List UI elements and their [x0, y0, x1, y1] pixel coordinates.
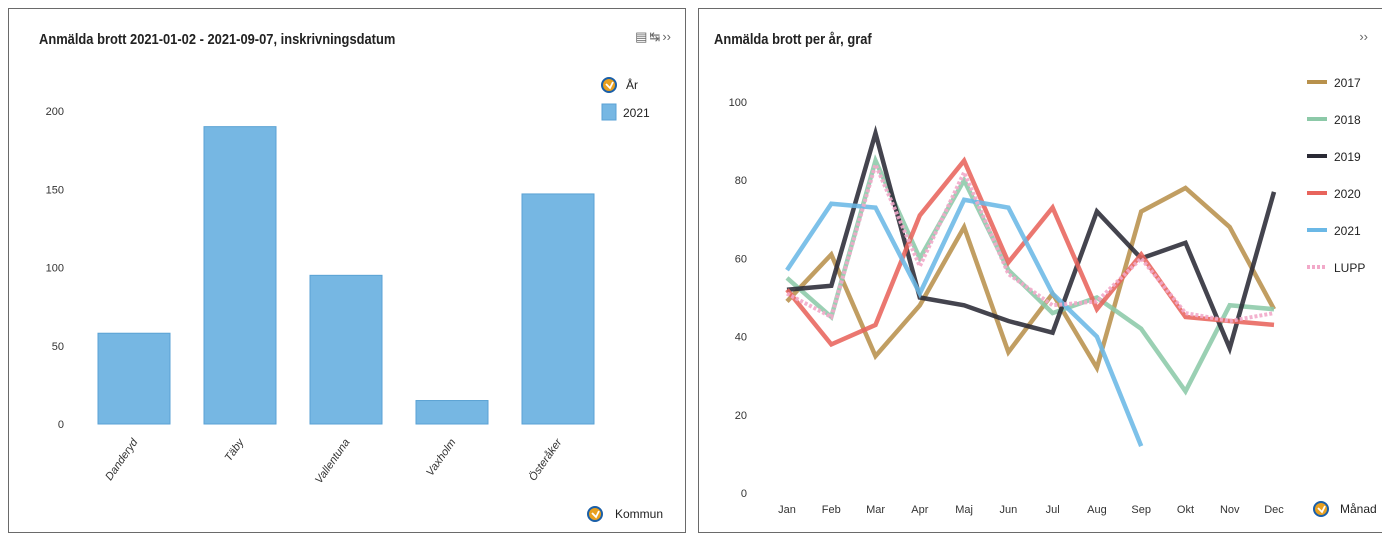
bar — [309, 274, 383, 425]
x-axis-name: Kommun — [615, 507, 663, 521]
legend-swatch-2021 — [601, 103, 617, 121]
y-tick-label: 80 — [735, 175, 747, 187]
expand-icon[interactable]: ›› — [662, 29, 671, 44]
legend-label-2021: 2021 — [623, 106, 650, 120]
legend-header: År — [626, 77, 638, 92]
x-tick-label: Danderyd — [103, 436, 141, 483]
x-tick-label: Vallentuna — [313, 437, 352, 486]
expand-icon[interactable]: ›› — [1359, 29, 1368, 44]
x-tick-label: Dec — [1264, 504, 1284, 516]
x-tick-label: Okt — [1177, 504, 1194, 516]
series-line-2019 — [786, 124, 1277, 356]
line-chart-toolbar: ›› — [1357, 29, 1368, 44]
bar-chart-title: Anmälda brott 2021-01-02 - 2021-09-07, i… — [39, 31, 396, 48]
x-axis-refresh-icon[interactable] — [587, 506, 603, 522]
export-icon[interactable]: ↹ — [649, 29, 661, 44]
print-icon[interactable]: ▤ — [635, 29, 648, 44]
x-tick-label: Aug — [1087, 504, 1107, 516]
line-chart-title: Anmälda brott per år, graf — [714, 31, 872, 48]
legend-refresh-icon[interactable] — [601, 77, 617, 93]
series-line-2021 — [785, 197, 1144, 447]
x-axis-refresh-icon[interactable] — [1313, 501, 1329, 517]
bar-chart-toolbar: ▤ ↹ ›› — [633, 29, 671, 45]
y-tick-label: 20 — [735, 410, 747, 422]
x-tick-label: Vaxholm — [424, 437, 458, 479]
y-tick-label: 150 — [46, 184, 64, 196]
bar-chart-panel: Anmälda brott 2021-01-02 - 2021-09-07, i… — [8, 8, 686, 533]
legend-label-2021: 2021 — [1334, 224, 1361, 238]
legend-label-2019: 2019 — [1334, 150, 1361, 164]
series-line-lupp — [786, 158, 1275, 324]
bar-chart: 0 50 100 150 200 Danderyd Täby Vallentuna Vaxhol… — [46, 77, 663, 522]
line-chart-panel: Anmälda brott per år, graf ›› 0 20 40 60 80 1… — [698, 8, 1382, 533]
legend-label-2020: 2020 — [1334, 187, 1361, 201]
x-tick-label: Jun — [999, 504, 1017, 516]
x-tick-label: Feb — [822, 504, 841, 516]
x-tick-label: Nov — [1220, 504, 1240, 516]
x-tick-label: Sep — [1131, 504, 1151, 516]
x-tick-label: Apr — [911, 504, 928, 516]
x-axis-name: Månad — [1340, 502, 1377, 516]
y-tick-label: 50 — [52, 341, 64, 353]
y-tick-label: 40 — [735, 332, 747, 344]
y-tick-label: 200 — [46, 106, 64, 118]
series-line-2017 — [785, 185, 1276, 374]
y-tick-label: 0 — [58, 419, 64, 431]
line-chart: 0 20 40 60 80 100 Jan Feb Mar Apr Maj Jun Jul Aug Sep O… — [729, 76, 1377, 517]
y-tick-label: 100 — [729, 97, 747, 109]
bar — [97, 332, 171, 425]
series-line-2020 — [785, 156, 1275, 348]
legend-label-lupp: LUPP — [1334, 261, 1365, 275]
bar — [203, 126, 277, 425]
x-tick-label: Täby — [223, 436, 248, 464]
x-tick-label: Mar — [866, 504, 885, 516]
x-tick-label: Jan — [778, 504, 796, 516]
x-tick-label: Jul — [1046, 504, 1060, 516]
x-tick-label: Österåker — [527, 436, 565, 484]
legend-label-2018: 2018 — [1334, 113, 1361, 127]
legend-label-2017: 2017 — [1334, 76, 1361, 90]
y-tick-label: 0 — [741, 488, 747, 500]
bar — [521, 193, 595, 425]
y-tick-label: 60 — [735, 253, 747, 265]
x-tick-label: Maj — [955, 504, 973, 516]
bar — [415, 400, 489, 425]
y-tick-label: 100 — [46, 263, 64, 275]
